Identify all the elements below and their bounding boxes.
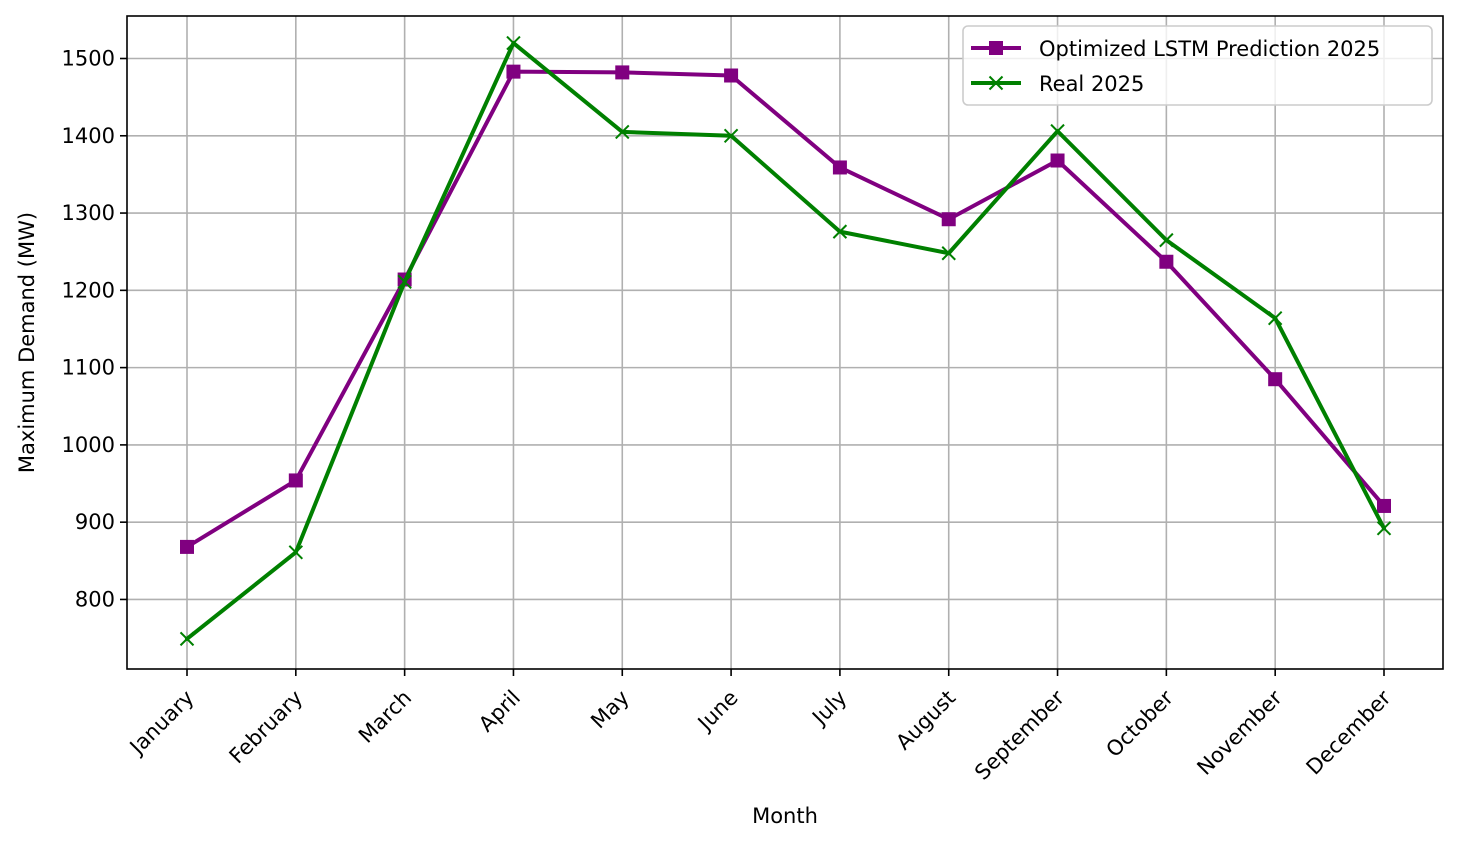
- data-point: [506, 64, 521, 79]
- data-point: [288, 545, 304, 560]
- marker-stroke: [832, 224, 848, 239]
- data-point: [1050, 153, 1065, 168]
- x-tick-label: December: [1302, 685, 1396, 779]
- marker-stroke: [1376, 521, 1392, 536]
- data-point: [832, 160, 847, 175]
- data-point: [615, 65, 630, 80]
- data-point: [723, 128, 739, 143]
- data-point: [1050, 123, 1065, 139]
- x-tick-label: February: [225, 686, 308, 769]
- marker-stroke: [179, 631, 195, 647]
- data-point: [832, 224, 848, 239]
- y-tick-label: 1200: [62, 278, 115, 302]
- series-line: [185, 41, 1386, 641]
- legend-label: Optimized LSTM Prediction 2025: [1039, 37, 1380, 61]
- x-tick-label: July: [806, 686, 851, 731]
- y-tick-label: 1400: [62, 124, 115, 148]
- marker-stroke: [723, 128, 739, 143]
- series-layer: [179, 35, 1392, 647]
- data-point: [506, 35, 521, 51]
- data-point: [941, 212, 956, 227]
- data-point: [941, 246, 956, 261]
- data-point: [1159, 232, 1174, 248]
- x-tick-label: March: [354, 686, 416, 748]
- data-point: [1268, 372, 1283, 387]
- y-tick-label: 900: [75, 510, 115, 534]
- data-point: [615, 124, 630, 140]
- series-1: [180, 64, 1391, 554]
- marker-stroke: [941, 246, 956, 261]
- y-tick-label: 800: [75, 587, 115, 611]
- legend-box: [962, 25, 1433, 106]
- x-tick-label: October: [1101, 685, 1178, 762]
- series-line: [185, 69, 1386, 549]
- x-tick-label: November: [1192, 685, 1286, 779]
- x-tick-label: August: [891, 686, 960, 755]
- y-tick-label: 1100: [62, 356, 115, 380]
- x-tick-label: May: [586, 686, 634, 734]
- marker-stroke: [288, 545, 304, 560]
- y-axis-label: Maximum Demand (MW): [15, 212, 39, 473]
- y-tick-label: 1300: [62, 201, 115, 225]
- data-point: [1267, 310, 1283, 326]
- marker-stroke: [615, 124, 630, 140]
- x-tick-label: January: [124, 686, 199, 761]
- marker-stroke: [397, 274, 412, 290]
- x-tick-label: April: [474, 686, 525, 737]
- legend-entry: Real 2025: [971, 72, 1144, 96]
- series-2: [179, 35, 1392, 647]
- data-point: [1377, 498, 1391, 513]
- marker-stroke: [506, 35, 521, 51]
- legend-entry: Optimized LSTM Prediction 2025: [971, 37, 1380, 61]
- legend-marker: [989, 41, 1003, 55]
- data-point: [180, 539, 194, 554]
- x-axis-ticks: January February March April May June July Augu…: [124, 669, 1396, 785]
- legend-marker: [988, 75, 1004, 91]
- x-axis-label: Month: [752, 804, 818, 828]
- marker-stroke: [988, 75, 1004, 91]
- marker-stroke: [1159, 232, 1174, 248]
- y-tick-label: 1500: [62, 47, 115, 71]
- data-point: [179, 631, 195, 647]
- plot-frame: [126, 15, 1444, 670]
- data-point: [1376, 521, 1392, 536]
- legend-label: Real 2025: [1039, 72, 1144, 96]
- y-tick-label: 1000: [62, 433, 115, 457]
- marker-stroke: [1050, 123, 1065, 139]
- y-axis-ticks: 800 900 1000 1100 1200 1300 1400 1500: [62, 47, 127, 611]
- data-point: [724, 68, 739, 83]
- x-tick-label: June: [692, 686, 743, 737]
- x-tick-label: September: [970, 685, 1069, 784]
- data-point: [288, 473, 303, 488]
- data-point: [397, 274, 412, 290]
- marker-stroke: [1267, 310, 1283, 326]
- grid-lines: [127, 16, 1443, 669]
- data-point: [1159, 254, 1174, 269]
- legend: Optimized LSTM Prediction 2025 Real 2025: [962, 25, 1433, 106]
